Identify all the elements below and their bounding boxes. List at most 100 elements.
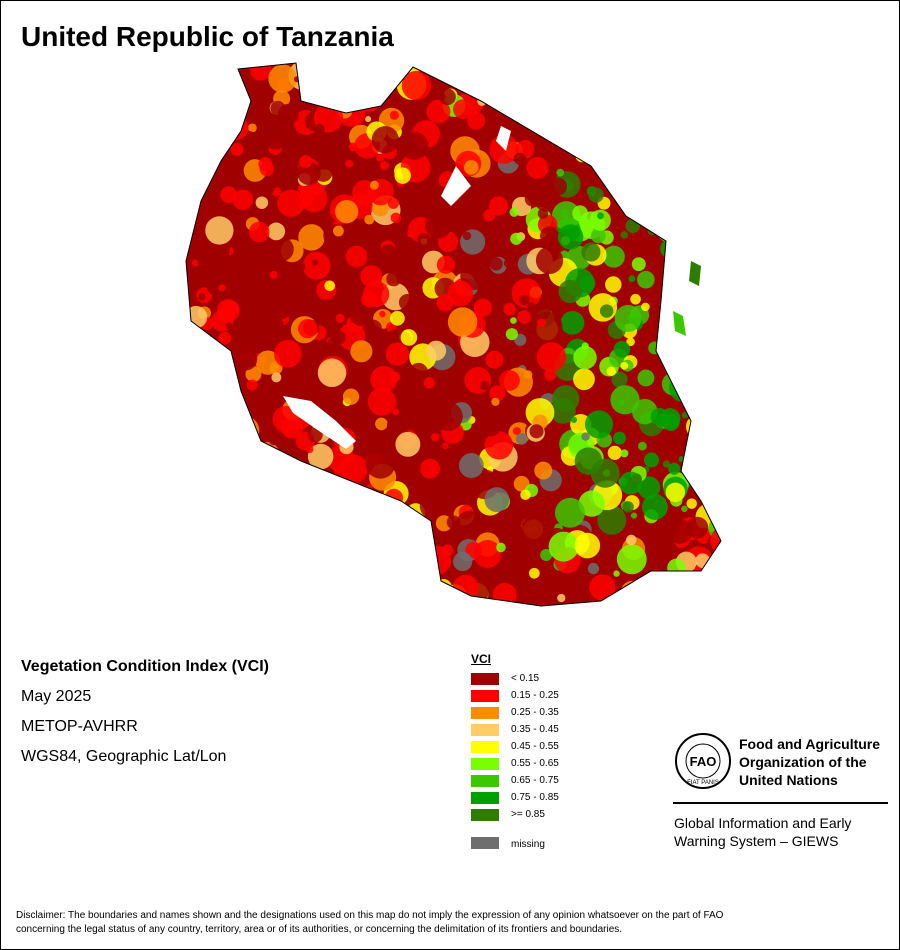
vci-patch — [186, 177, 195, 199]
title: United Republic of Tanzania — [21, 21, 394, 52]
vci-patch — [418, 307, 431, 321]
vci-patch — [667, 168, 697, 199]
vci-patch — [247, 123, 257, 133]
vci-patch — [186, 152, 197, 166]
vci-patch — [186, 353, 200, 381]
vci-patch — [205, 216, 234, 245]
vci-patch — [195, 486, 206, 497]
vci-patch — [195, 561, 204, 569]
vci-patch — [207, 278, 224, 296]
vci-patch — [298, 224, 325, 251]
vci-patch — [215, 99, 235, 119]
vci-patch — [347, 76, 367, 96]
vci-patch — [622, 97, 652, 126]
vci-patch — [614, 305, 642, 332]
vci-patch — [343, 63, 357, 72]
vci-patch — [688, 391, 695, 398]
vci-patch — [246, 379, 258, 391]
vci-patch — [401, 70, 432, 101]
vci-patch — [430, 466, 438, 474]
vci-patch — [694, 361, 703, 370]
vci-patch — [186, 391, 210, 421]
vci-patch — [601, 160, 609, 168]
vci-patch — [364, 214, 375, 225]
vci-patch — [227, 556, 255, 584]
vci-patch — [357, 535, 366, 544]
vci-patch — [703, 236, 718, 252]
vci-patch — [667, 79, 681, 94]
vci-patch — [272, 566, 285, 580]
vci-patch — [603, 599, 624, 606]
vci-patch — [588, 120, 611, 143]
vci-patch — [588, 115, 604, 132]
vci-patch — [702, 564, 721, 587]
vci-patch — [270, 298, 291, 320]
vci-patch — [499, 370, 520, 391]
vci-patch — [590, 228, 606, 244]
vci-patch — [265, 549, 275, 559]
vci-patch — [707, 280, 721, 306]
vci-patch — [604, 155, 613, 164]
vci-patch — [186, 420, 207, 443]
vci-patch — [680, 339, 709, 368]
vci-patch — [701, 208, 721, 238]
vci-patch — [531, 98, 557, 124]
vci-patch — [681, 411, 689, 419]
vci-patch — [186, 419, 194, 442]
vci-patch — [631, 473, 642, 485]
vci-patch — [510, 232, 523, 245]
vci-patch — [512, 427, 521, 436]
vci-patch — [207, 93, 216, 102]
vci-patch — [235, 535, 250, 549]
vci-patch — [509, 207, 519, 217]
vci-patch — [637, 476, 661, 499]
vci-patch — [536, 342, 567, 372]
vci-patch — [534, 112, 546, 124]
vci-patch — [194, 136, 221, 163]
vci-patch — [667, 558, 686, 578]
vci-patch — [233, 590, 246, 603]
vci-patch — [211, 524, 232, 545]
vci-patch — [299, 154, 313, 168]
vci-patch — [425, 212, 452, 239]
vci-patch — [548, 531, 579, 562]
vci-patch — [186, 392, 200, 423]
vci-patch — [389, 110, 399, 120]
vci-patch — [354, 117, 361, 124]
vci-patch — [570, 416, 578, 423]
vci-patch — [297, 536, 321, 561]
vci-patch — [408, 362, 429, 383]
vci-patch — [492, 582, 517, 606]
vci-patch — [186, 374, 205, 394]
vci-patch — [334, 544, 352, 562]
vci-patch — [392, 408, 400, 416]
vci-patch — [620, 580, 645, 605]
vci-patch — [660, 113, 679, 131]
vci-patch — [713, 187, 721, 203]
vci-patch — [685, 240, 692, 248]
vci-patch — [295, 474, 322, 502]
vci-patch — [502, 552, 528, 579]
vci-patch — [524, 191, 540, 207]
vci-patch — [700, 251, 710, 262]
vci-patch — [379, 310, 386, 318]
vci-patch — [649, 81, 676, 108]
vci-patch — [660, 167, 670, 177]
vci-patch — [217, 375, 238, 396]
vci-patch — [370, 545, 380, 556]
vci-patch — [692, 308, 708, 324]
vci-patch — [488, 196, 509, 216]
vci-patch — [205, 126, 232, 153]
vci-patch — [697, 219, 720, 242]
legend-swatch — [471, 758, 499, 770]
vci-patch — [420, 458, 441, 479]
vci-patch — [405, 548, 415, 558]
island — [689, 261, 701, 286]
vci-patch — [526, 63, 554, 90]
vci-patch — [617, 103, 638, 124]
vci-patch — [602, 126, 626, 150]
vci-patch — [584, 81, 603, 100]
vci-patch — [439, 88, 456, 106]
vci-patch — [395, 523, 418, 546]
vci-patch — [198, 293, 206, 301]
